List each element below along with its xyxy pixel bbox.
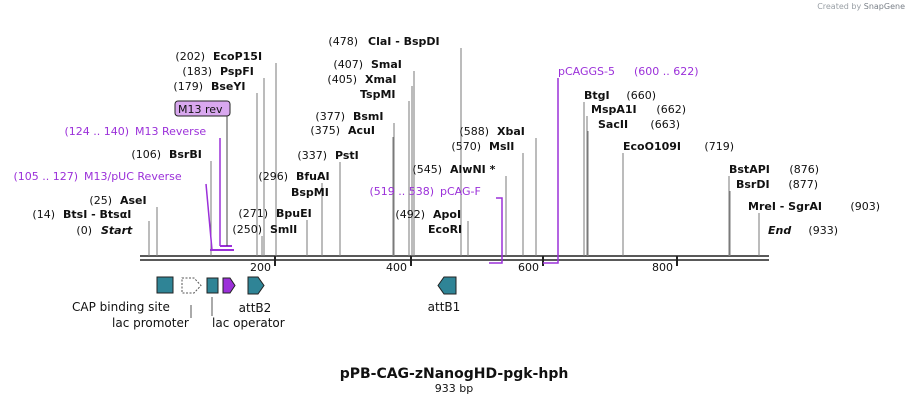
site-position: (179) bbox=[173, 80, 203, 93]
site-name: BsmI bbox=[353, 110, 384, 123]
site-name: SmaI bbox=[371, 58, 402, 71]
site-name: XmaI bbox=[365, 73, 396, 86]
site-name: MspA1I bbox=[591, 103, 637, 116]
plasmid-length: 933 bp bbox=[435, 382, 473, 395]
site-position: (719) bbox=[704, 140, 734, 153]
primer-leader bbox=[489, 197, 503, 264]
site-name: BsrDI bbox=[736, 178, 770, 191]
plasmid-title: pPB-CAG-zNanogHD-pgk-hph bbox=[340, 366, 569, 382]
site-name: BstAPI bbox=[729, 163, 770, 176]
primer-name: pCAG-F bbox=[440, 185, 481, 198]
site-position: (25) bbox=[89, 194, 112, 207]
site-name: EcoRI bbox=[428, 223, 462, 236]
site-name: BspMI bbox=[291, 186, 329, 199]
site-name: PstI bbox=[335, 149, 359, 162]
site-name: PspFI bbox=[220, 65, 254, 78]
feature-label: attB2 bbox=[239, 301, 272, 315]
end-label: End bbox=[768, 224, 791, 237]
m13-rev-feature-mark bbox=[222, 277, 236, 294]
features: CAP binding site lac promoter lac operator… bbox=[72, 276, 461, 330]
site-position: (492) bbox=[395, 208, 425, 221]
site-labels: (0) Start End (933) BtsI - BtsαI (14) AseI (25)… bbox=[32, 35, 880, 237]
site-position: (588) bbox=[459, 125, 489, 138]
primer-leader bbox=[205, 183, 213, 251]
site-position: (375) bbox=[310, 124, 340, 137]
lac-promoter-mark bbox=[181, 277, 202, 294]
ruler-label: 400 bbox=[386, 261, 407, 274]
feature-label: lac operator bbox=[212, 316, 285, 330]
site-name: TspMI bbox=[360, 88, 396, 101]
attb1-mark bbox=[437, 276, 457, 295]
primer-name: M13/pUC Reverse bbox=[84, 170, 182, 183]
site-name: MreI - SgrAI bbox=[748, 200, 822, 213]
site-name: ClaI - BspDI bbox=[368, 35, 440, 48]
ruler-label: 800 bbox=[652, 261, 673, 274]
primer-leader bbox=[543, 78, 559, 264]
site-position: (14) bbox=[32, 208, 55, 221]
site-name: SacII bbox=[598, 118, 628, 131]
site-position: (296) bbox=[258, 170, 288, 183]
credit-prefix: Created by bbox=[817, 2, 862, 11]
primer-range: (600 .. 622) bbox=[634, 65, 699, 78]
site-position: (250) bbox=[232, 223, 262, 236]
primers: (105 .. 127) M13/pUC Reverse (124 .. 140) M… bbox=[13, 65, 699, 264]
site-lines bbox=[148, 48, 760, 256]
primer-name: pCAGGS-5 bbox=[558, 65, 615, 78]
start-label: Start bbox=[101, 224, 133, 237]
site-position: (660) bbox=[626, 89, 656, 102]
attb2-mark bbox=[247, 276, 265, 295]
site-position: (545) bbox=[412, 163, 442, 176]
site-position: (903) bbox=[850, 200, 880, 213]
site-position: (877) bbox=[788, 178, 818, 191]
site-position: (271) bbox=[238, 207, 268, 220]
end-position: (933) bbox=[808, 224, 838, 237]
m13-rev-box bbox=[174, 100, 231, 117]
site-name: BfuAI bbox=[296, 170, 330, 183]
site-name: AlwNI * bbox=[450, 163, 496, 176]
site-position: (377) bbox=[315, 110, 345, 123]
site-name: SmlI bbox=[270, 223, 297, 236]
site-position: (337) bbox=[297, 149, 327, 162]
site-position: (570) bbox=[451, 140, 481, 153]
site-position: (662) bbox=[656, 103, 686, 116]
ruler: 200 400 600 800 bbox=[250, 256, 678, 274]
site-position: (183) bbox=[182, 65, 212, 78]
start-position: (0) bbox=[76, 224, 92, 237]
site-name: BtsI - BtsαI bbox=[63, 208, 131, 221]
site-position: (106) bbox=[131, 148, 161, 161]
primer-range: (519 .. 538) bbox=[369, 185, 434, 198]
site-position: (405) bbox=[327, 73, 357, 86]
site-position: (663) bbox=[650, 118, 680, 131]
site-name: ApoI bbox=[433, 208, 461, 221]
site-name: BpuEI bbox=[276, 207, 312, 220]
site-position: (407) bbox=[333, 58, 363, 71]
site-name: BseYI bbox=[211, 80, 245, 93]
site-name: AseI bbox=[120, 194, 147, 207]
credit: Created by SnapGene bbox=[817, 2, 905, 11]
snapgene-logo: SnapGene bbox=[863, 2, 905, 11]
site-position: (478) bbox=[328, 35, 358, 48]
site-name: XbaI bbox=[497, 125, 525, 138]
feature-label: attB1 bbox=[428, 300, 461, 314]
primer-range: (124 .. 140) bbox=[64, 125, 129, 138]
primer-range: (105 .. 127) bbox=[13, 170, 78, 183]
site-name: BtgI bbox=[584, 89, 610, 102]
site-position: (876) bbox=[789, 163, 819, 176]
feature-label: CAP binding site bbox=[72, 300, 170, 314]
cap-binding-site-mark bbox=[156, 276, 174, 294]
ruler-label: 600 bbox=[518, 261, 539, 274]
m13-rev-label: M13 rev bbox=[178, 103, 223, 116]
ruler-label: 200 bbox=[250, 261, 271, 274]
lac-operator-mark bbox=[206, 277, 219, 294]
site-name: EcoO109I bbox=[623, 140, 681, 153]
primer-name: M13 Reverse bbox=[135, 125, 206, 138]
site-name: EcoP15I bbox=[213, 50, 262, 63]
site-name: MslI bbox=[489, 140, 514, 153]
site-name: BsrBI bbox=[169, 148, 202, 161]
site-name: AcuI bbox=[348, 124, 375, 137]
site-position: (202) bbox=[175, 50, 205, 63]
feature-label: lac promoter bbox=[112, 316, 189, 330]
